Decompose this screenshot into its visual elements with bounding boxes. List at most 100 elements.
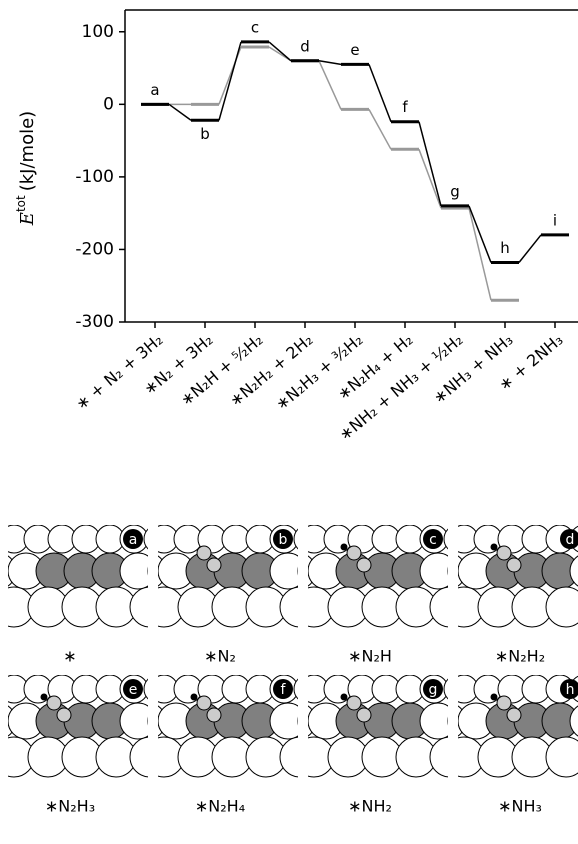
adsorbate bbox=[490, 693, 498, 701]
atom bbox=[545, 736, 578, 778]
atom bbox=[429, 736, 448, 778]
level-annotation: c bbox=[251, 18, 259, 36]
atom bbox=[443, 678, 448, 700]
atom bbox=[119, 552, 148, 590]
atom bbox=[419, 552, 448, 590]
connector bbox=[318, 60, 342, 110]
y-tick-label: 0 bbox=[103, 94, 114, 114]
adsorbate bbox=[340, 693, 348, 701]
atom bbox=[569, 705, 578, 737]
level-annotation: g bbox=[450, 182, 460, 200]
panel-caption: ∗N₂H₄ bbox=[195, 797, 245, 816]
atom bbox=[0, 525, 4, 553]
badge bbox=[423, 529, 443, 549]
adsorbate bbox=[46, 695, 62, 711]
connector bbox=[418, 149, 442, 209]
panel-caption: ∗N₂H₃ bbox=[45, 797, 95, 816]
atom bbox=[293, 528, 298, 550]
atom bbox=[143, 678, 148, 700]
panel-caption: ∗N₂H bbox=[348, 647, 392, 666]
adsorbate bbox=[40, 693, 48, 701]
structure-panel bbox=[458, 525, 578, 628]
structure-panel bbox=[0, 675, 148, 778]
panel-caption: ∗NH₂ bbox=[348, 797, 392, 816]
atom bbox=[0, 675, 4, 703]
connector bbox=[518, 234, 542, 263]
adsorbate bbox=[496, 545, 512, 561]
connector bbox=[318, 60, 342, 66]
atom bbox=[545, 586, 578, 628]
atom bbox=[129, 736, 148, 778]
structure-panel bbox=[308, 525, 448, 628]
x-tick-label: ∗N₂H₃ + ³⁄₂H₂ bbox=[272, 330, 367, 414]
badge-label: h bbox=[566, 682, 575, 698]
x-tick-label: ∗ + N₂ + 3H₂ bbox=[72, 330, 167, 414]
y-axis-label: Etot (kJ/mole) bbox=[14, 111, 39, 226]
y-tick-label: -300 bbox=[75, 312, 114, 332]
atom bbox=[143, 528, 148, 550]
panel-caption: ∗ bbox=[63, 647, 76, 666]
adsorbate bbox=[506, 557, 522, 573]
structure-panel bbox=[158, 675, 298, 778]
adsorbate bbox=[190, 693, 198, 701]
adsorbate bbox=[346, 695, 362, 711]
structure-panel bbox=[458, 675, 578, 778]
connector bbox=[418, 121, 442, 207]
connector bbox=[368, 64, 392, 123]
connector bbox=[168, 103, 192, 121]
adsorbate bbox=[356, 557, 372, 573]
connector bbox=[218, 41, 242, 121]
atom bbox=[279, 736, 298, 778]
badge-label: g bbox=[429, 682, 438, 698]
badge-label: e bbox=[129, 682, 138, 698]
adsorbate bbox=[496, 695, 512, 711]
adsorbate bbox=[206, 707, 222, 723]
adsorbate bbox=[56, 707, 72, 723]
adsorbate bbox=[490, 543, 498, 551]
badge-label: c bbox=[429, 532, 437, 548]
adsorbate bbox=[206, 557, 222, 573]
badge-label: a bbox=[129, 532, 138, 548]
connector bbox=[268, 41, 292, 62]
level-annotation: d bbox=[300, 37, 310, 55]
atom bbox=[443, 528, 448, 550]
structure-panel bbox=[308, 675, 448, 778]
badge bbox=[560, 529, 578, 549]
atom bbox=[119, 702, 148, 740]
badge-label: f bbox=[281, 682, 287, 698]
badge bbox=[423, 679, 443, 699]
adsorbate bbox=[196, 695, 212, 711]
y-label-unit: (kJ/mole) bbox=[17, 111, 38, 191]
atom bbox=[279, 586, 298, 628]
adsorbate bbox=[196, 545, 212, 561]
badge bbox=[273, 529, 293, 549]
y-tick-label: -200 bbox=[75, 239, 114, 259]
level-annotation: b bbox=[200, 125, 210, 143]
atom bbox=[269, 702, 298, 740]
badge-label: b bbox=[279, 532, 288, 548]
y-tick-label: -100 bbox=[75, 167, 114, 187]
badge bbox=[123, 529, 143, 549]
badge-label: d bbox=[566, 532, 575, 548]
panel-caption: ∗N₂ bbox=[204, 647, 236, 666]
y-label-sup: tot bbox=[14, 195, 28, 212]
atom bbox=[419, 702, 448, 740]
adsorbate bbox=[506, 707, 522, 723]
panel-caption: ∗N₂H₂ bbox=[495, 647, 545, 666]
level-annotation: a bbox=[150, 81, 159, 99]
badge bbox=[560, 679, 578, 699]
level-annotation: f bbox=[402, 98, 408, 116]
level-annotation: e bbox=[350, 41, 359, 59]
level-annotation: h bbox=[500, 239, 510, 257]
y-tick-label: 100 bbox=[82, 22, 114, 42]
panel-caption: ∗NH₃ bbox=[498, 797, 542, 816]
badge bbox=[273, 679, 293, 699]
level-annotation: i bbox=[553, 211, 557, 229]
atom bbox=[429, 586, 448, 628]
connector bbox=[368, 109, 392, 150]
y-label-symbol: E bbox=[17, 212, 38, 226]
atom bbox=[569, 555, 578, 587]
adsorbate bbox=[346, 545, 362, 561]
badge bbox=[123, 679, 143, 699]
